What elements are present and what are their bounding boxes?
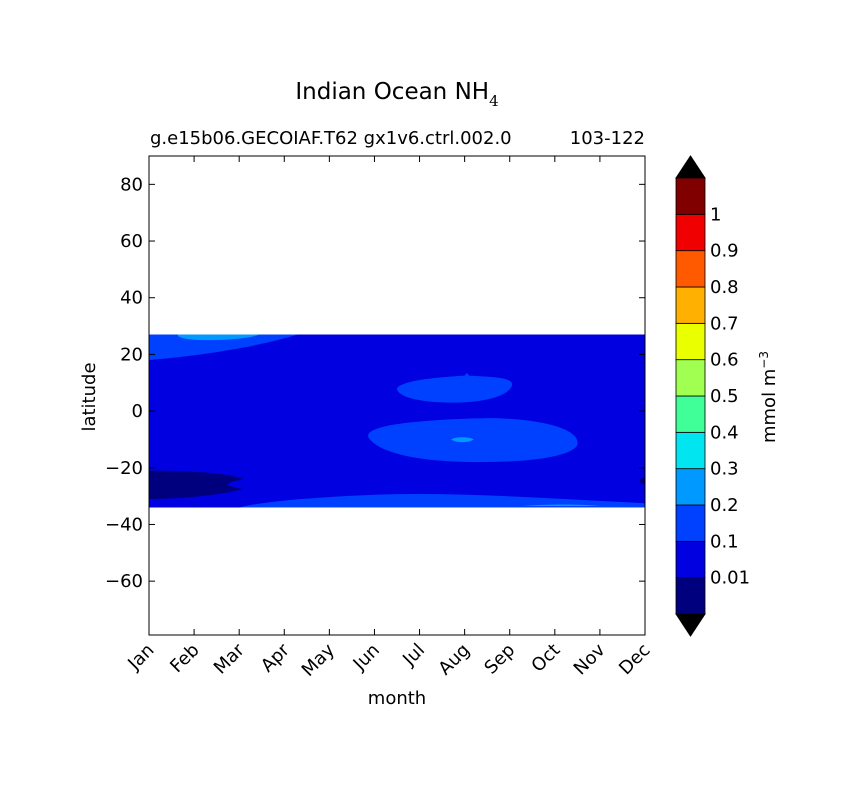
x-tick-label: Jun [349, 640, 384, 675]
x-tick-label: Feb [166, 640, 203, 677]
contour-north-patch [397, 372, 513, 403]
contour-south-light-strip [523, 504, 600, 507]
colorbar-swatch [675, 250, 706, 288]
y-axis: 80 60 40 20 0 −20 −40 −60 [105, 174, 645, 592]
y-tick-label: 0 [132, 401, 143, 422]
colorbar-under-arrow [675, 613, 706, 637]
x-tick-label: Apr [257, 639, 294, 676]
y-tick-label: 80 [120, 174, 143, 195]
colorbar-swatch [675, 468, 706, 506]
chart-subtitle-right: 103-122 [570, 128, 645, 149]
colorbar-tick-label: 0.6 [710, 350, 739, 371]
contour-north-light-patch [177, 334, 260, 341]
y-tick-label: 20 [120, 344, 143, 365]
x-tick-label: Jul [398, 640, 429, 671]
colorbar: 0.01 0.1 0.2 0.3 0.4 0.5 0.6 0.7 0.8 0.9 1 [675, 155, 750, 637]
colorbar-swatch [675, 322, 706, 361]
colorbar-tick-label: 0.9 [710, 241, 739, 262]
contour-south-dark-right [639, 476, 645, 485]
x-tick-label: Jan [123, 640, 158, 675]
x-tick-label: Oct [527, 640, 564, 677]
colorbar-swatch [675, 504, 706, 542]
y-tick-label: 60 [120, 231, 143, 252]
colorbar-over-arrow [675, 155, 706, 179]
plot-frame [148, 155, 646, 636]
x-tick-label: Aug [434, 640, 474, 680]
contour-north-left [149, 334, 298, 361]
colorbar-tick-label: 0.8 [710, 277, 739, 298]
x-tick-label: Dec [615, 640, 654, 679]
x-axis-label: month [368, 688, 426, 709]
colorbar-swatch [675, 177, 706, 215]
colorbar-tick-label: 1 [710, 204, 721, 225]
y-tick-label: −20 [105, 458, 143, 479]
plot-area: Jan Feb Mar Apr May Jun Jul Aug Sep Oct Nov Dec 80 6… [105, 155, 655, 681]
colorbar-tick-label: 0.5 [710, 386, 739, 407]
y-tick-label: −40 [105, 514, 143, 535]
colorbar-tick-label: 0.3 [710, 459, 739, 480]
colorbar-swatch [675, 540, 706, 579]
contour-aug-spot [451, 437, 474, 443]
x-tick-label: Nov [570, 639, 610, 679]
contour-fill-layer [149, 334, 645, 508]
y-tick-label: −60 [105, 571, 143, 592]
chart-title: Indian Ocean NH4 [295, 79, 498, 110]
x-tick-label: Mar [210, 639, 249, 678]
x-tick-label: May [298, 639, 339, 680]
chart-subtitle-left: g.e15b06.GECOIAF.T62 gx1v6.ctrl.002.0 [150, 128, 512, 149]
colorbar-tick-label: 0.4 [710, 422, 739, 443]
y-tick-label: 40 [120, 288, 143, 309]
y-axis-label: latitude [79, 362, 100, 431]
colorbar-swatch [675, 359, 706, 397]
colorbar-tick-label: 0.2 [710, 495, 739, 516]
contour-south-dark-left [149, 470, 244, 499]
colorbar-tick-label: 0.01 [710, 568, 750, 589]
colorbar-swatch [675, 213, 706, 252]
colorbar-tick-label: 0.1 [710, 531, 739, 552]
colorbar-tick-label: 0.7 [710, 313, 739, 334]
colorbar-swatch [675, 431, 706, 470]
colorbar-swatch [675, 286, 706, 324]
chart-title-subscript: 4 [489, 92, 499, 110]
colorbar-label: mmol m−3 [757, 351, 780, 443]
colorbar-swatch [675, 395, 706, 433]
x-tick-label: Sep [480, 640, 519, 679]
colorbar-label-superscript: −3 [757, 351, 771, 369]
contour-main-interior [149, 334, 645, 508]
contour-equatorial-patch [368, 418, 578, 463]
colorbar-swatch [675, 577, 706, 615]
